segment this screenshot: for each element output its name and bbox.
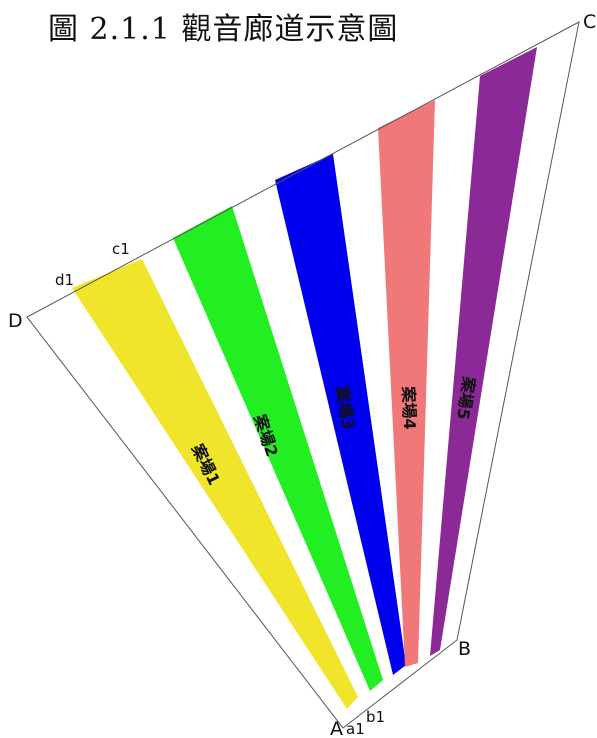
point-label-c1: c1 <box>112 240 130 258</box>
point-label-a1: a1 <box>346 720 365 738</box>
point-label-b1: b1 <box>366 708 385 726</box>
point-label-d1: d1 <box>55 271 74 289</box>
vertex-label-a: A <box>330 718 343 738</box>
vertex-label-b: B <box>458 638 471 660</box>
corridor-outline <box>26 21 580 729</box>
diagram-title: 圖 2.1.1 觀音廊道示意圖 <box>48 12 399 47</box>
site-band-label-4: 案場4 <box>399 385 420 430</box>
site-band-2 <box>173 206 383 691</box>
vertex-label-c: C <box>583 11 596 33</box>
site-band-5 <box>430 47 537 656</box>
site-band-3 <box>275 154 406 675</box>
site-band-4 <box>378 100 435 667</box>
vertex-label-d: D <box>8 310 23 332</box>
site-band-1 <box>72 259 358 709</box>
